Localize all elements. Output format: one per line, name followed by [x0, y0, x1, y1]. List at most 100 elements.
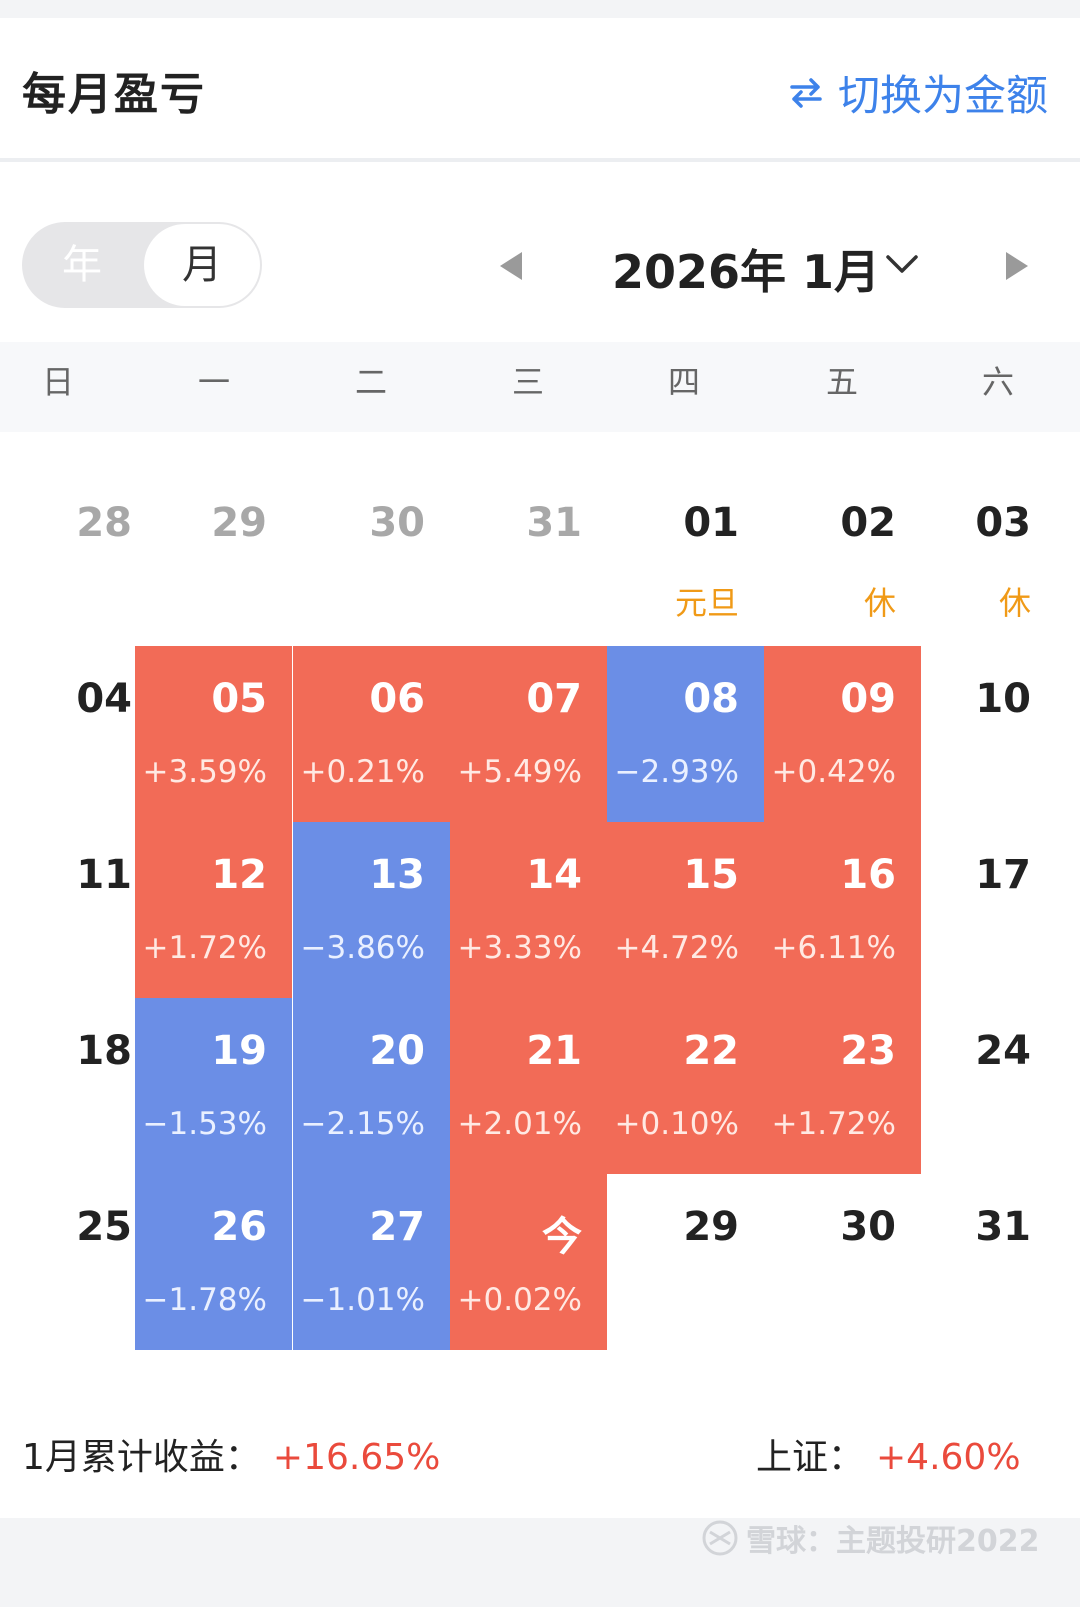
weekday-label: 一 [197, 363, 230, 401]
watermark: 雪球：主题投研2022 [700, 1516, 1040, 1560]
day-cell[interactable]: 01 元旦 [607, 470, 764, 646]
day-return: +6.11% [771, 930, 896, 966]
toggle-month[interactable]: 月 [144, 224, 260, 306]
day-cell[interactable]: 10 [921, 646, 1080, 822]
day-number: 01 [683, 500, 739, 546]
day-number: 18 [76, 1028, 132, 1074]
day-number: 23 [840, 1028, 896, 1074]
monthly-summary: 1月累计收益： +16.65% [22, 1428, 440, 1480]
day-cell[interactable]: 03 休 [921, 470, 1080, 646]
weekday-label: 日 [41, 363, 74, 401]
day-cell[interactable]: 26 −1.78% [135, 1174, 292, 1350]
day-cell[interactable]: 07 +5.49% [450, 646, 607, 822]
watermark-text: 雪球：主题投研2022 [746, 1524, 1040, 1559]
day-cell[interactable]: 08 −2.93% [607, 646, 764, 822]
day-return: −1.78% [142, 1282, 267, 1318]
day-return: −1.53% [142, 1106, 267, 1142]
switch-to-amount-button[interactable]: 切换为金额 [784, 62, 1048, 123]
day-number: 31 [975, 1204, 1031, 1250]
day-cell[interactable]: 23 +1.72% [764, 998, 921, 1174]
day-number: 07 [526, 676, 582, 722]
day-return: +3.59% [142, 754, 267, 790]
day-cell[interactable]: 31 [450, 470, 607, 646]
day-number: 27 [369, 1204, 425, 1250]
triangle-left-icon[interactable] [500, 252, 522, 280]
weekday-label: 二 [354, 363, 387, 401]
day-return: +0.02% [457, 1282, 582, 1318]
day-cell[interactable]: 11 [0, 822, 157, 998]
day-cell[interactable]: 05 +3.59% [135, 646, 292, 822]
page-title: 每月盈亏 [22, 69, 206, 120]
day-number: 17 [975, 852, 1031, 898]
day-number: 今 [542, 1214, 582, 1260]
weekday-label: 六 [981, 363, 1014, 401]
switch-to-amount-label: 切换为金额 [838, 71, 1049, 120]
day-number: 11 [76, 852, 132, 898]
day-return: −2.93% [614, 754, 739, 790]
day-number: 14 [526, 852, 582, 898]
day-number: 08 [683, 676, 739, 722]
toggle-year[interactable]: 年 [62, 242, 102, 288]
day-return: +0.10% [614, 1106, 739, 1142]
day-return: +1.72% [771, 1106, 896, 1142]
day-return: +1.72% [142, 930, 267, 966]
monthly-summary-label: 1月累计收益： [22, 1437, 261, 1478]
day-number: 28 [76, 500, 132, 546]
day-return: +2.01% [457, 1106, 582, 1142]
day-cell[interactable]: 16 +6.11% [764, 822, 921, 998]
day-number: 21 [526, 1028, 582, 1074]
day-cell[interactable]: 24 [921, 998, 1080, 1174]
day-cell[interactable]: 15 +4.72% [607, 822, 764, 998]
weekday-label: 四 [667, 363, 700, 401]
year-month-toggle[interactable]: 年 月 [22, 222, 262, 308]
day-cell[interactable]: 02 休 [764, 470, 921, 646]
day-number: 10 [975, 676, 1031, 722]
day-cell[interactable]: 22 +0.10% [607, 998, 764, 1174]
day-cell[interactable]: 19 −1.53% [135, 998, 292, 1174]
day-cell[interactable]: 31 [921, 1174, 1080, 1350]
day-number: 29 [211, 500, 267, 546]
day-cell[interactable]: 27 −1.01% [293, 1174, 450, 1350]
day-cell[interactable]: 09 +0.42% [764, 646, 921, 822]
chevron-down-icon[interactable] [884, 246, 920, 282]
day-cell[interactable]: 29 [607, 1174, 764, 1350]
day-cell[interactable]: 20 −2.15% [293, 998, 450, 1174]
day-number: 02 [840, 500, 896, 546]
day-cell[interactable]: 29 [135, 470, 292, 646]
day-number: 26 [211, 1204, 267, 1250]
day-cell[interactable]: 14 +3.33% [450, 822, 607, 998]
index-label: 上证： [756, 1437, 865, 1478]
day-number: 06 [369, 676, 425, 722]
day-cell[interactable]: 30 [293, 470, 450, 646]
day-number: 31 [526, 500, 582, 546]
day-number: 20 [369, 1028, 425, 1074]
day-cell[interactable]: 18 [0, 998, 157, 1174]
snowball-logo-icon [702, 1520, 738, 1556]
weekday-label: 三 [511, 363, 544, 401]
day-cell[interactable]: 30 [764, 1174, 921, 1350]
day-cell[interactable]: 06 +0.21% [293, 646, 450, 822]
day-cell[interactable]: 13 −3.86% [293, 822, 450, 998]
index-value: +4.60% [876, 1437, 1021, 1478]
day-number: 12 [211, 852, 267, 898]
day-number: 19 [211, 1028, 267, 1074]
day-cell[interactable]: 12 +1.72% [135, 822, 292, 998]
day-number: 15 [683, 852, 739, 898]
day-cell[interactable]: 28 [0, 470, 157, 646]
monthly-summary-value: +16.65% [272, 1437, 441, 1478]
day-number: 16 [840, 852, 896, 898]
day-cell[interactable]: 今 +0.02% [450, 1174, 607, 1350]
day-number: 25 [76, 1204, 132, 1250]
triangle-right-icon[interactable] [1006, 252, 1028, 280]
day-cell[interactable]: 17 [921, 822, 1080, 998]
day-cell[interactable]: 25 [0, 1174, 157, 1350]
day-cell[interactable]: 21 +2.01% [450, 998, 607, 1174]
top-strip [0, 0, 1080, 18]
day-cell[interactable]: 04 [0, 646, 157, 822]
day-number: 05 [211, 676, 267, 722]
day-return: +3.33% [457, 930, 582, 966]
month-selector-label[interactable]: 2026年 1月 [612, 245, 881, 299]
day-number: 30 [369, 500, 425, 546]
day-number: 04 [76, 676, 132, 722]
